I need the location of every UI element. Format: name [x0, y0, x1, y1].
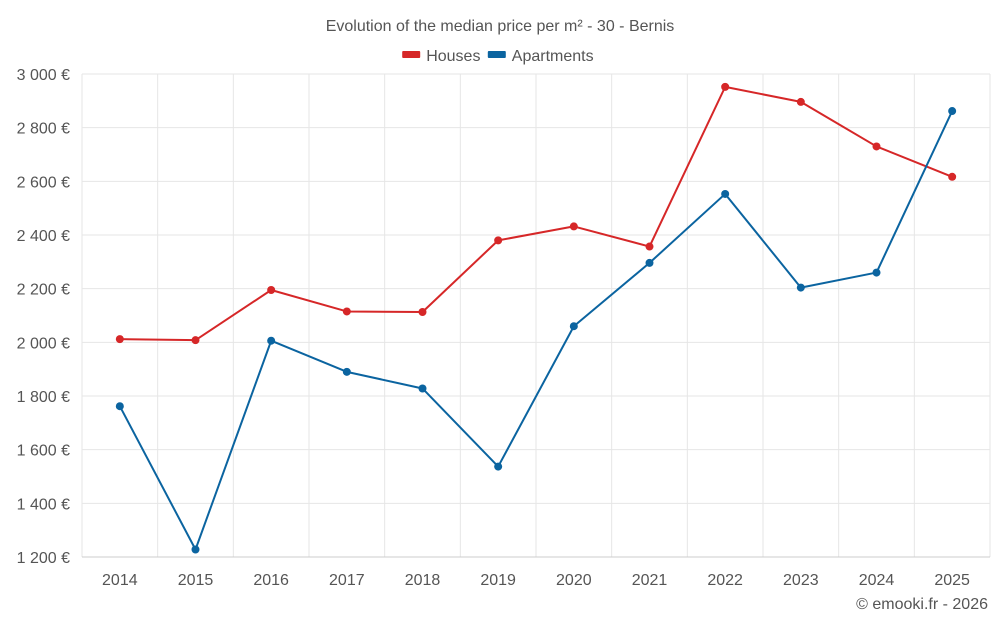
x-gridlines	[81, 74, 991, 557]
y-tick-label: 2 800 €	[17, 121, 70, 138]
x-tick-label: 2023	[783, 572, 819, 589]
y-tick-label: 2 400 €	[17, 228, 70, 245]
x-tick-label: 2025	[934, 572, 970, 589]
data-point-apartments	[645, 258, 654, 267]
data-point-apartments	[872, 268, 881, 277]
y-tick-label: 2 600 €	[17, 174, 70, 191]
data-point-houses	[645, 242, 654, 251]
x-axis-labels: 2014 2015 2016 2017 2018 2019 2020 2021 2022 2023…	[102, 572, 970, 589]
series-line-apartments	[118, 110, 954, 551]
x-tick-label: 2014	[102, 572, 138, 589]
legend-swatch-houses	[402, 51, 421, 58]
legend: Houses Apartments	[402, 48, 594, 65]
data-point-apartments	[796, 283, 805, 292]
data-point-houses	[796, 97, 805, 106]
data-point-houses	[418, 308, 427, 317]
x-tick-label: 2016	[253, 572, 289, 589]
data-point-apartments	[342, 367, 351, 376]
legend-label-houses: Houses	[426, 48, 480, 65]
x-tick-label: 2018	[405, 572, 441, 589]
data-point-houses	[191, 336, 200, 345]
y-tick-label: 2 000 €	[17, 335, 70, 352]
y-tick-label: 2 200 €	[17, 282, 70, 299]
x-tick-label: 2015	[178, 572, 214, 589]
x-tick-label: 2024	[859, 572, 895, 589]
y-tick-label: 1 400 €	[17, 496, 70, 513]
y-tick-label: 1 800 €	[17, 389, 70, 406]
x-tick-label: 2017	[329, 572, 365, 589]
data-point-apartments	[569, 322, 578, 331]
data-point-apartments	[115, 402, 124, 411]
x-tick-label: 2020	[556, 572, 592, 589]
data-point-houses	[872, 142, 881, 151]
y-tick-label: 1 200 €	[17, 550, 70, 567]
y-tick-label: 3 000 €	[17, 67, 70, 84]
data-point-apartments	[948, 107, 957, 116]
data-point-apartments	[418, 384, 427, 393]
legend-swatch-apartments	[487, 51, 506, 58]
data-point-apartments	[191, 545, 200, 554]
legend-label-apartments: Apartments	[512, 48, 594, 65]
data-point-houses	[115, 335, 124, 344]
y-axis-labels: 1 200 € 1 400 € 1 600 € 1 800 € 2 000 € 2 200…	[17, 67, 70, 567]
data-point-apartments	[721, 189, 730, 198]
data-point-apartments	[267, 336, 276, 345]
y-tick-label: 1 600 €	[17, 443, 70, 460]
data-point-houses	[948, 172, 957, 181]
data-point-houses	[267, 286, 276, 295]
x-tick-label: 2021	[632, 572, 668, 589]
series-points	[115, 82, 957, 554]
chart-title: Evolution of the median price per m² - 3…	[326, 18, 675, 35]
data-point-apartments	[494, 462, 503, 471]
data-point-houses	[342, 307, 351, 316]
data-point-houses	[721, 82, 730, 91]
y-gridlines	[82, 73, 990, 504]
data-point-houses	[494, 236, 503, 245]
series-line-houses	[119, 85, 953, 342]
x-tick-label: 2019	[480, 572, 516, 589]
x-tick-label: 2022	[707, 572, 743, 589]
data-point-houses	[569, 222, 578, 231]
credit-text: © emooki.fr - 2026	[856, 596, 988, 613]
series-lines	[118, 85, 954, 551]
